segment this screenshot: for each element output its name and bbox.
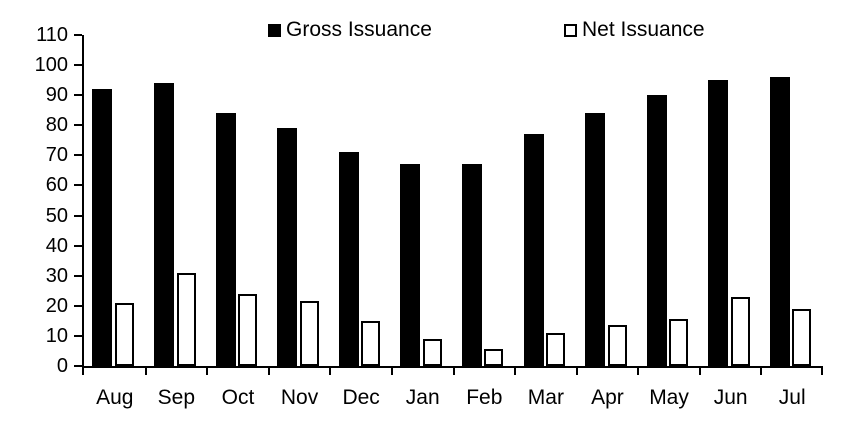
x-axis-label-feb: Feb <box>466 386 503 409</box>
bar-net-jun <box>730 296 750 366</box>
y-axis-tick <box>74 94 82 97</box>
bar-net-sep <box>176 272 196 366</box>
x-axis-label-jan: Jan <box>405 386 440 409</box>
bar-net-nov <box>299 301 319 366</box>
x-axis-tick <box>637 366 640 375</box>
legend-net-label: Net Issuance <box>582 18 705 41</box>
x-axis-tick <box>575 366 578 375</box>
bar-gross-dec <box>338 152 359 366</box>
x-axis-tick <box>206 366 209 375</box>
x-axis-tick <box>698 366 701 375</box>
bar-gross-nov <box>277 128 298 366</box>
y-axis-label: 20 <box>45 294 68 317</box>
y-axis-line <box>82 35 84 366</box>
bar-gross-oct <box>215 113 236 366</box>
x-axis-label-dec: Dec <box>342 386 380 409</box>
bar-gross-may <box>646 95 667 366</box>
bar-net-apr <box>607 325 627 366</box>
y-axis-label: 110 <box>36 24 68 46</box>
legend-item-gross: Gross Issuance <box>268 17 432 43</box>
x-axis-label-oct: Oct <box>221 386 255 409</box>
net-issuance-swatch-icon <box>564 23 577 37</box>
x-axis-tick <box>760 366 763 375</box>
bar-gross-jan <box>400 164 421 366</box>
bar-gross-aug <box>92 89 113 366</box>
legend-gross-label: Gross Issuance <box>286 18 432 41</box>
x-axis-tick <box>82 366 84 375</box>
bar-gross-feb <box>461 164 482 366</box>
bar-gross-mar <box>523 134 544 366</box>
y-axis-tick <box>74 274 82 277</box>
bar-net-mar <box>546 332 565 366</box>
y-axis-label: 0 <box>56 355 68 377</box>
y-axis-label: 40 <box>45 234 68 257</box>
y-axis-label: 100 <box>34 54 68 77</box>
y-axis-label: 70 <box>45 144 68 167</box>
x-axis-label-mar: Mar <box>527 386 564 409</box>
x-axis-label-jul: Jul <box>778 386 806 409</box>
x-axis-tick <box>267 366 270 375</box>
x-axis-label-jun: Jun <box>713 386 748 409</box>
x-axis-label-apr: Apr <box>591 386 624 409</box>
x-axis-label-sep: Sep <box>157 386 196 409</box>
y-axis-label: 50 <box>45 204 68 227</box>
x-axis-label-aug: Aug <box>96 386 134 409</box>
bar-gross-jul <box>769 77 790 366</box>
gross-issuance-swatch-icon <box>268 23 281 37</box>
x-axis-tick <box>390 366 393 375</box>
y-axis-label: 80 <box>45 114 68 137</box>
x-axis-tick <box>514 366 517 375</box>
y-axis-tick <box>74 34 82 36</box>
bar-net-aug <box>114 302 134 366</box>
bar-net-oct <box>238 293 258 366</box>
y-axis-tick <box>74 334 82 337</box>
bar-net-jan <box>422 338 442 366</box>
y-axis-label: 30 <box>45 264 68 287</box>
y-axis-tick <box>74 214 82 217</box>
y-axis-label: 10 <box>45 324 68 347</box>
x-axis-tick <box>329 366 332 375</box>
y-axis-tick <box>74 154 82 157</box>
y-axis-tick <box>74 365 82 367</box>
plot-area: 0 10 20 30 40 50 60 70 80 90 100 110 Aug Sep Oct Nov Dec… <box>35 24 823 409</box>
y-axis-label: 90 <box>45 84 68 107</box>
bar-gross-jun <box>708 80 729 366</box>
y-axis-tick <box>74 244 82 247</box>
y-axis-tick <box>74 304 82 307</box>
x-axis-tick <box>452 366 455 375</box>
y-axis-tick <box>74 124 82 127</box>
bar-net-feb <box>484 349 504 366</box>
y-axis-tick <box>74 64 82 67</box>
bar-net-may <box>669 319 689 366</box>
legend-item-net: Net Issuance <box>564 17 705 43</box>
bar-net-jul <box>792 308 812 366</box>
bar-gross-sep <box>154 83 175 366</box>
y-axis-tick <box>74 184 82 187</box>
x-axis-tick <box>821 366 823 375</box>
y-axis-label: 60 <box>45 174 68 197</box>
x-axis-tick <box>144 366 147 375</box>
x-axis-label-may: May <box>649 386 689 409</box>
bar-gross-apr <box>585 113 606 366</box>
x-axis-label-nov: Nov <box>280 386 319 409</box>
bar-net-dec <box>361 320 381 366</box>
